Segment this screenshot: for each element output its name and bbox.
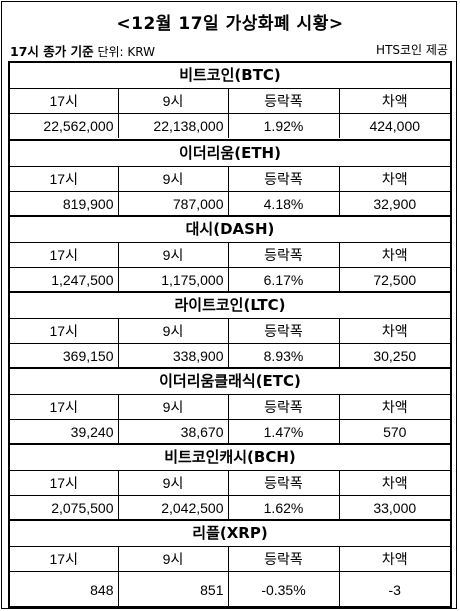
col-9h: 9시 xyxy=(117,471,229,496)
col-9h: 9시 xyxy=(117,167,229,192)
coin-section-eth: 이더리움(ETH) 17시 9시 등락폭 차액 819,900 787,000 … xyxy=(10,139,450,216)
change-rate: 6.17% xyxy=(227,267,340,292)
price-9h: 22,138,000 xyxy=(117,113,229,138)
difference: -3 xyxy=(338,571,450,608)
price-table: 비트코인(BTC) 17시 9시 등락폭 차액 22,562,000 22,13… xyxy=(8,61,452,608)
difference: 72,500 xyxy=(338,267,450,292)
coin-name: 이더리움클래식(ETC) xyxy=(10,367,450,395)
page-title: <12월 17일 가상화폐 시황> xyxy=(116,14,344,34)
col-difference: 차액 xyxy=(338,89,450,114)
price-17h: 39,240 xyxy=(10,419,119,444)
coin-section-etc: 이더리움클래식(ETC) 17시 9시 등락폭 차액 39,240 38,670… xyxy=(10,367,450,444)
coin-name: 리플(XRP) xyxy=(10,519,450,547)
source-label: HTS코인 제공 xyxy=(376,43,448,57)
coin-name: 이더리움(ETH) xyxy=(10,139,450,167)
col-difference: 차액 xyxy=(338,547,450,572)
change-rate: 8.93% xyxy=(227,343,340,368)
price-9h: 338,900 xyxy=(117,343,229,368)
change-rate: 1.47% xyxy=(227,419,340,444)
price-9h: 787,000 xyxy=(117,191,229,216)
col-change-rate: 등락폭 xyxy=(227,547,340,572)
col-difference: 차액 xyxy=(338,319,450,344)
difference: 424,000 xyxy=(338,113,450,138)
unit-label: 단위: KRW xyxy=(97,45,155,59)
column-header-row: 17시 9시 등락폭 차액 xyxy=(10,89,450,114)
coin-name: 비트코인캐시(BCH) xyxy=(10,443,450,471)
col-change-rate: 등락폭 xyxy=(227,471,340,496)
column-header-row: 17시 9시 등락폭 차액 xyxy=(10,167,450,192)
column-header-row: 17시 9시 등락폭 차액 xyxy=(10,243,450,268)
coin-section-bch: 비트코인캐시(BCH) 17시 9시 등락폭 차액 2,075,500 2,04… xyxy=(10,443,450,520)
coin-name: 비트코인(BTC) xyxy=(10,63,450,89)
col-change-rate: 등락폭 xyxy=(227,243,340,268)
value-row: 39,240 38,670 1.47% 570 xyxy=(10,419,450,444)
change-rate: 1.92% xyxy=(227,113,340,138)
change-rate: 1.62% xyxy=(227,495,340,520)
price-9h: 2,042,500 xyxy=(117,495,229,520)
price-9h: 1,175,000 xyxy=(117,267,229,292)
col-difference: 차액 xyxy=(338,395,450,420)
col-change-rate: 등락폭 xyxy=(227,395,340,420)
difference: 33,000 xyxy=(338,495,450,520)
col-change-rate: 등락폭 xyxy=(227,319,340,344)
col-9h: 9시 xyxy=(117,89,229,114)
value-row: 848 851 -0.35% -3 xyxy=(10,571,450,608)
col-change-rate: 등락폭 xyxy=(227,167,340,192)
coin-section-btc: 비트코인(BTC) 17시 9시 등락폭 차액 22,562,000 22,13… xyxy=(10,63,450,138)
col-difference: 차액 xyxy=(338,167,450,192)
price-17h: 369,150 xyxy=(10,343,119,368)
col-9h: 9시 xyxy=(117,395,229,420)
change-rate: -0.35% xyxy=(227,571,340,608)
value-row: 22,562,000 22,138,000 1.92% 424,000 xyxy=(10,113,450,138)
price-17h: 848 xyxy=(10,571,119,608)
column-header-row: 17시 9시 등락폭 차액 xyxy=(10,395,450,420)
difference: 570 xyxy=(338,419,450,444)
col-9h: 9시 xyxy=(117,319,229,344)
col-17h: 17시 xyxy=(10,395,119,420)
col-change-rate: 등락폭 xyxy=(227,89,340,114)
col-17h: 17시 xyxy=(10,89,119,114)
coin-section-ltc: 라이트코인(LTC) 17시 9시 등락폭 차액 369,150 338,900… xyxy=(10,291,450,368)
price-9h: 38,670 xyxy=(117,419,229,444)
column-header-row: 17시 9시 등락폭 차액 xyxy=(10,319,450,344)
col-9h: 9시 xyxy=(117,547,229,572)
price-17h: 2,075,500 xyxy=(10,495,119,520)
column-header-row: 17시 9시 등락폭 차액 xyxy=(10,471,450,496)
col-difference: 차액 xyxy=(338,471,450,496)
value-row: 2,075,500 2,042,500 1.62% 33,000 xyxy=(10,495,450,520)
column-header-row: 17시 9시 등락폭 차액 xyxy=(10,547,450,572)
value-row: 369,150 338,900 8.93% 30,250 xyxy=(10,343,450,368)
col-9h: 9시 xyxy=(117,243,229,268)
coin-name: 대시(DASH) xyxy=(10,215,450,243)
value-row: 1,247,500 1,175,000 6.17% 72,500 xyxy=(10,267,450,292)
price-17h: 1,247,500 xyxy=(10,267,119,292)
coin-section-xrp: 리플(XRP) 17시 9시 등락폭 차액 848 851 -0.35% -3 xyxy=(10,519,450,608)
col-17h: 17시 xyxy=(10,547,119,572)
change-rate: 4.18% xyxy=(227,191,340,216)
col-17h: 17시 xyxy=(10,243,119,268)
price-17h: 819,900 xyxy=(10,191,119,216)
value-row: 819,900 787,000 4.18% 32,900 xyxy=(10,191,450,216)
price-17h: 22,562,000 xyxy=(10,113,119,138)
price-9h: 851 xyxy=(117,571,229,608)
basis-label: 17시 종가 기준 xyxy=(10,44,94,59)
difference: 30,250 xyxy=(338,343,450,368)
col-17h: 17시 xyxy=(10,167,119,192)
col-17h: 17시 xyxy=(10,319,119,344)
difference: 32,900 xyxy=(338,191,450,216)
coin-section-dash: 대시(DASH) 17시 9시 등락폭 차액 1,247,500 1,175,0… xyxy=(10,215,450,292)
basis-caption: 17시 종가 기준 단위: KRW xyxy=(10,41,155,60)
coin-name: 라이트코인(LTC) xyxy=(10,291,450,319)
col-difference: 차액 xyxy=(338,243,450,268)
col-17h: 17시 xyxy=(10,471,119,496)
